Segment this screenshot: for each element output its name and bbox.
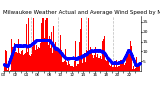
- Text: Milwaukee Weather Actual and Average Wind Speed by Minute mph (Last 24 Hours): Milwaukee Weather Actual and Average Win…: [3, 10, 160, 15]
